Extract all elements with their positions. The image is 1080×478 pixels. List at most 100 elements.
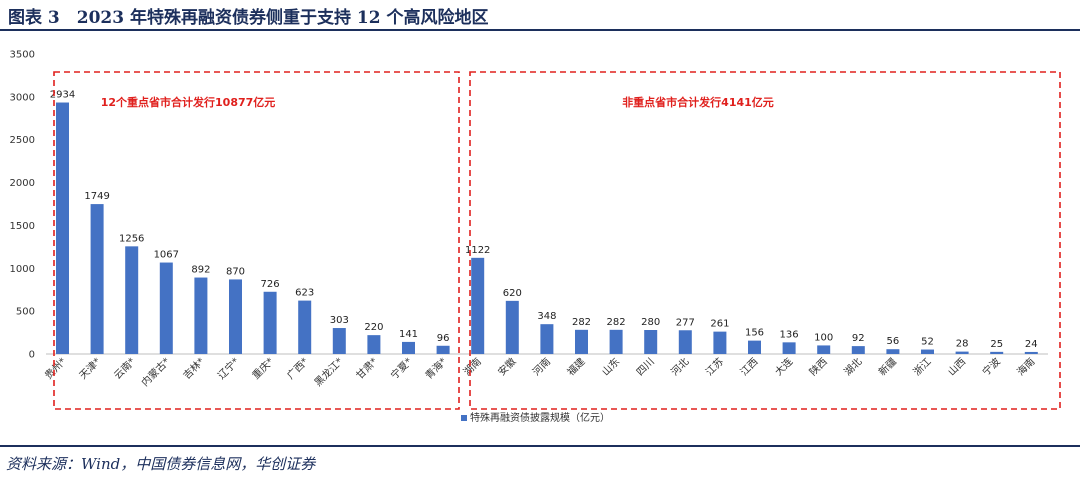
data-label: 24 [1025,339,1038,350]
legend-label: 特殊再融资债披露规模（亿元） [470,411,610,424]
y-tick-label: 1500 [10,221,35,232]
category-label: 江苏 [703,355,726,378]
bar [851,346,865,354]
data-label: 280 [641,317,660,328]
figure-title: 图表 3 2023 年特殊再融资债券侧重于支持 12 个高风险地区 [8,8,489,28]
y-tick-label: 3000 [10,92,35,103]
data-label: 1067 [154,250,179,261]
bar [159,262,173,354]
category-label: 山东 [599,355,622,378]
data-label: 96 [437,333,450,344]
category-label: 吉林* [180,355,207,382]
figure-header: 图表 3 2023 年特殊再融资债券侧重于支持 12 个高风险地区 [0,0,1080,31]
y-tick-label: 1000 [10,264,35,275]
data-label: 303 [330,315,349,326]
bar [332,328,346,354]
bar [298,300,312,354]
data-label: 1122 [465,245,490,256]
data-label: 348 [537,311,556,322]
category-label: 海南 [1014,355,1037,378]
data-label: 620 [503,288,522,299]
bar [263,291,277,354]
category-label: 宁夏* [388,355,415,382]
bar [644,330,658,354]
data-label: 56 [887,336,900,347]
title-divider [0,29,1080,31]
figure-source: 资料来源：Wind，中国债券信息网，华创证券 [6,455,316,473]
category-label: 湖北 [842,356,865,379]
data-label: 1749 [84,191,109,202]
data-label: 892 [191,265,210,276]
category-label: 大连 [772,355,795,378]
data-label: 726 [261,279,280,290]
category-label: 山西 [946,356,969,379]
data-label: 156 [745,328,764,339]
category-label: 河北 [669,356,692,379]
bar [678,330,692,354]
legend-swatch [461,415,467,421]
data-label: 92 [852,333,865,344]
bar [540,324,554,354]
data-label: 28 [956,339,969,350]
data-label: 282 [607,317,626,328]
bar [505,300,519,354]
bar [817,345,831,354]
data-label: 2934 [50,90,75,101]
data-label: 136 [780,329,799,340]
bar [713,331,727,354]
bar [367,335,381,354]
bar [194,277,208,354]
category-label: 浙江 [911,356,934,379]
bar [990,351,1004,354]
data-label: 141 [399,329,418,340]
bar-chart: 0 500 1000 1500 2000 2500 3000 3500 2934 贵州* 1749 天… [10,50,1061,424]
category-label: 黑龙江* [311,355,345,389]
y-tick-label: 2000 [10,178,35,189]
category-label: 重庆* [249,355,276,382]
other-provinces-box [469,71,1061,410]
bar [782,342,796,354]
y-tick-label: 2500 [10,135,35,146]
category-label: 陕西 [806,355,829,378]
key-provinces-annotation: 12个重点省市合计发行10877亿元 [101,95,276,109]
category-label: 河南 [530,355,553,378]
bar [402,341,415,354]
bar [471,257,485,354]
bar [125,246,139,354]
key-provinces-box [53,71,460,410]
bar [90,204,104,354]
data-label: 52 [921,337,934,348]
bar [436,345,450,354]
data-label: 282 [572,317,591,328]
category-label: 天津* [77,356,103,382]
category-label: 贵州* [42,355,69,382]
category-label: 新疆 [876,355,899,378]
data-label: 623 [295,288,314,299]
bar [229,279,242,354]
category-label: 广西* [285,356,311,382]
category-label: 福建 [564,355,587,378]
category-label: 云南* [111,355,138,382]
data-label: 277 [676,317,695,328]
category-label: 安徽 [495,355,518,378]
footer-divider [0,445,1080,447]
y-tick-label: 0 [29,350,35,361]
bar [609,329,623,354]
data-label: 1256 [119,233,144,244]
category-label: 内蒙古* [138,355,172,389]
bar [955,351,969,354]
data-label: 25 [990,339,1003,350]
data-label: 261 [710,319,729,330]
y-tick-label: 500 [16,307,35,318]
bar [886,349,900,354]
category-label: 宁波 [979,355,1002,378]
bar [56,102,69,354]
data-label: 100 [814,332,833,343]
bar [575,329,588,354]
y-tick-label: 3500 [10,50,35,61]
category-label: 湖南 [460,355,483,378]
category-label: 甘肃* [353,355,380,382]
category-label: 青海* [422,355,449,382]
category-label: 江西 [738,356,761,379]
bar [1024,351,1038,354]
